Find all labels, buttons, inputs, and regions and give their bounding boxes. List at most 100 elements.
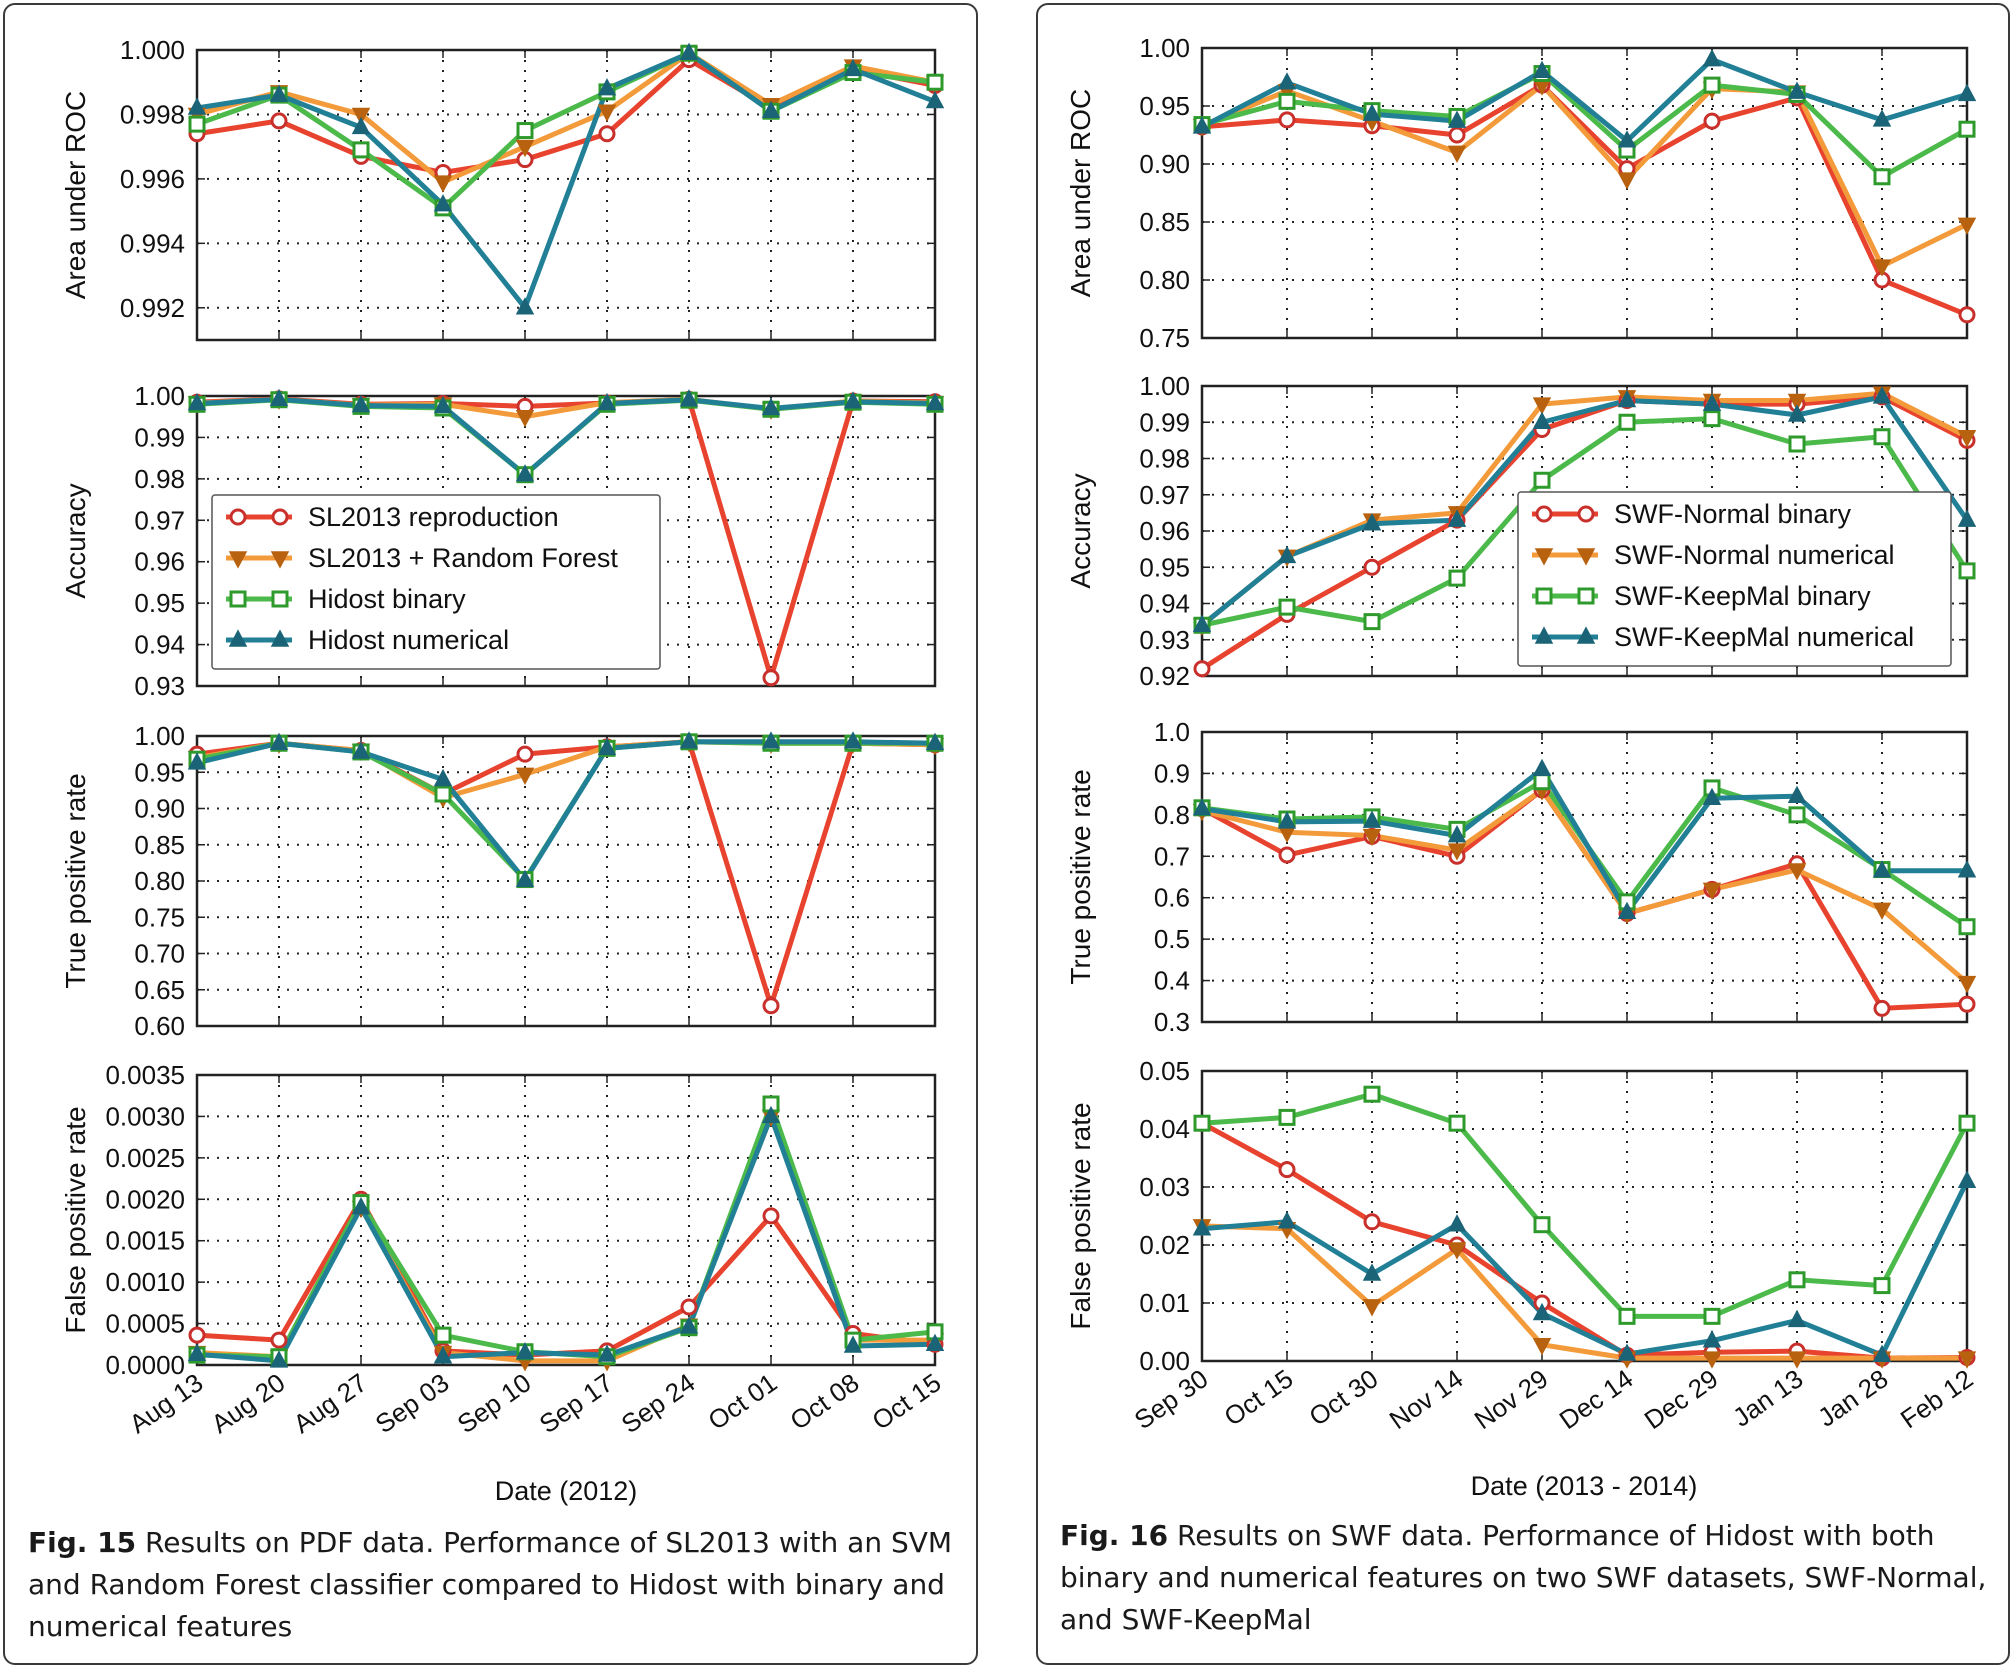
data-point — [1532, 411, 1552, 429]
y-tick-label: 0.95 — [1139, 552, 1190, 582]
data-point — [515, 297, 535, 315]
legend-entry-label: Hidost binary — [308, 584, 466, 614]
data-point — [1278, 92, 1296, 110]
data-point — [762, 1207, 780, 1225]
data-point — [1958, 562, 1976, 580]
data-point — [1448, 569, 1466, 587]
data-point — [1617, 1343, 1637, 1361]
y-tick-label: 0.80 — [134, 866, 185, 896]
series-line-3 — [196, 1101, 936, 1360]
series-group — [187, 388, 945, 687]
data-point — [1362, 828, 1382, 847]
data-point — [1702, 1330, 1722, 1348]
data-point — [433, 395, 453, 414]
y-tick-label: 0.97 — [134, 505, 185, 535]
data-point — [1703, 76, 1721, 94]
data-point — [1957, 83, 1977, 102]
y-tick-label: 0.0005 — [105, 1309, 185, 1339]
data-point — [269, 388, 289, 407]
data-point — [1363, 558, 1381, 576]
data-point — [1363, 613, 1381, 631]
legend-entry-label: Hidost numerical — [308, 625, 509, 655]
data-point — [1702, 1351, 1722, 1369]
data-point — [351, 116, 371, 135]
data-point — [679, 731, 699, 749]
figure-16-caption-label: Fig. 16 — [1060, 1519, 1169, 1552]
y-tick-label: 0.04 — [1139, 1114, 1190, 1144]
data-point — [1192, 614, 1212, 632]
series-group — [1192, 49, 1977, 324]
y-tick-label: 0.97 — [1139, 480, 1190, 510]
data-point — [1362, 1263, 1382, 1281]
data-point — [761, 1105, 781, 1124]
data-point — [1617, 130, 1637, 148]
y-tick-label: 0.99 — [134, 422, 185, 452]
y-tick-label: 0.90 — [1139, 149, 1190, 179]
data-point — [1277, 545, 1297, 564]
x-axis-label: Date (2012) — [495, 1476, 638, 1506]
data-point — [1278, 1108, 1296, 1126]
data-point — [515, 767, 535, 786]
data-point — [1702, 393, 1722, 411]
data-point — [1873, 999, 1891, 1017]
y-tick-label: 0.85 — [1139, 207, 1190, 237]
data-point — [1873, 168, 1891, 186]
legend: SWF-Normal binary SWF-Normal numerical SWF… — [1517, 491, 1952, 667]
data-point — [761, 397, 781, 416]
data-point — [1787, 81, 1807, 99]
figure-15-caption: Fig. 15 Results on PDF data. Performance… — [28, 1522, 968, 1648]
series-line-4 — [1200, 394, 1970, 628]
plot-frame — [1200, 384, 1969, 678]
data-point — [269, 732, 289, 750]
data-point — [1957, 1170, 1977, 1188]
legend-marker — [270, 551, 290, 569]
data-point — [1277, 811, 1297, 829]
series-line-1 — [196, 739, 936, 1009]
data-point — [1278, 598, 1296, 616]
y-tick-label: 0.75 — [134, 902, 185, 932]
data-point — [1873, 1277, 1891, 1295]
series-line-4 — [1201, 766, 1967, 915]
x-tick-label: Aug 20 — [206, 1367, 291, 1439]
data-point — [1872, 902, 1892, 920]
data-point — [1532, 758, 1552, 777]
series-group — [1192, 386, 1977, 678]
data-point — [1872, 259, 1892, 277]
y-tick-label: 1.00 — [1139, 371, 1190, 401]
series-line-1 — [196, 1196, 936, 1358]
data-point — [1702, 882, 1722, 901]
y-tick-label: 0.98 — [134, 464, 185, 494]
x-tick-label: Nov 14 — [1384, 1363, 1469, 1435]
y-axis-label: False positive rate — [1065, 1102, 1096, 1329]
data-point — [762, 669, 780, 687]
chart-panel-1: 0.992 0.994 0.996 0.998 1.000 Area under ROC — [60, 35, 945, 342]
x-tick-label: Sep 03 — [370, 1367, 455, 1439]
legend-box — [211, 494, 661, 670]
data-point — [1447, 1214, 1467, 1232]
data-point — [269, 84, 289, 102]
data-point — [1958, 918, 1976, 936]
plot-frame — [1200, 730, 1969, 1024]
legend-marker — [229, 508, 247, 526]
y-axis-label: Area under ROC — [60, 91, 91, 300]
y-tick-label: 1.00 — [1139, 33, 1190, 63]
y-tick-label: 0.8 — [1154, 800, 1190, 830]
data-point — [1617, 901, 1637, 919]
y-tick-label: 0.0020 — [105, 1184, 185, 1214]
data-point — [1278, 111, 1296, 129]
data-point — [187, 1343, 207, 1361]
data-point — [1703, 1307, 1721, 1325]
series-group — [1192, 758, 1977, 1017]
data-point — [1362, 103, 1382, 121]
y-tick-label: 0.0025 — [105, 1143, 185, 1173]
x-tick-label: Feb 12 — [1895, 1363, 1979, 1434]
data-point — [269, 1350, 289, 1368]
series-line-4 — [196, 396, 936, 478]
data-point — [1957, 509, 1977, 527]
x-tick-label: Oct 08 — [784, 1367, 864, 1436]
data-point — [1363, 1085, 1381, 1103]
legend-marker — [271, 590, 289, 608]
data-point — [270, 112, 288, 130]
data-point — [1192, 798, 1212, 816]
y-axis-label: Accuracy — [60, 483, 91, 598]
